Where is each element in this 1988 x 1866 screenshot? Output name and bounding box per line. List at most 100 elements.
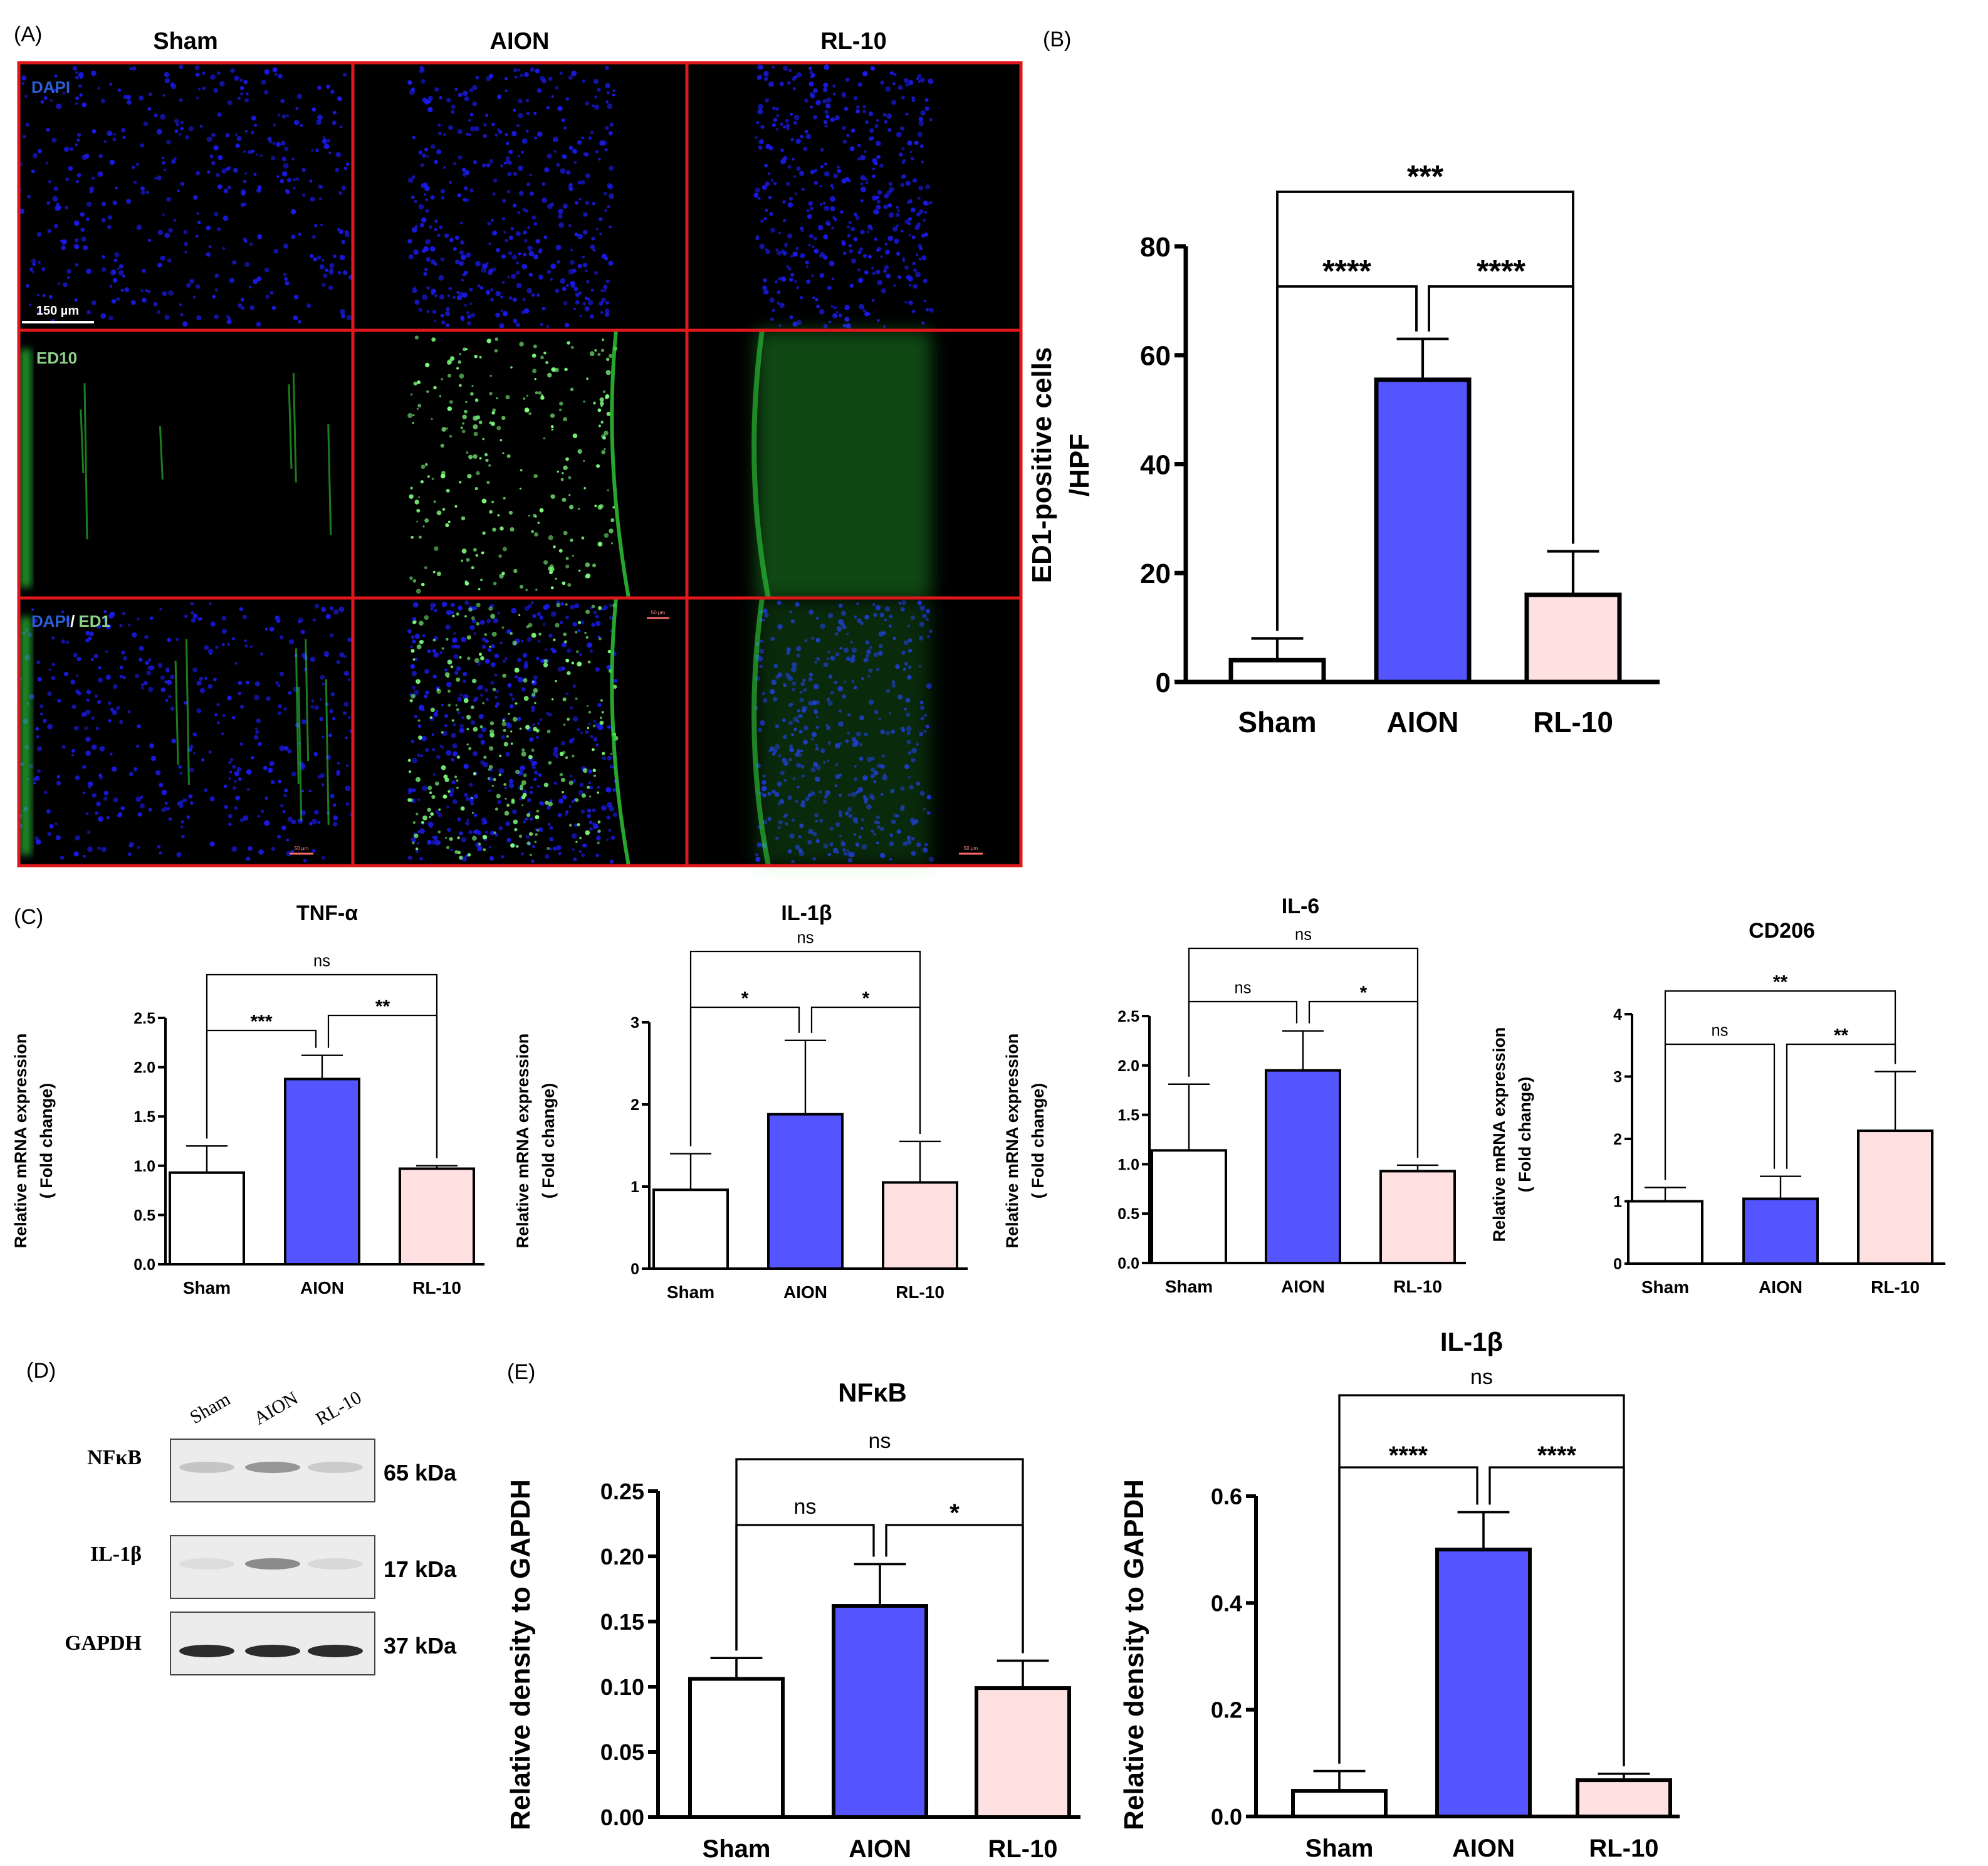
ed1-cell [511, 800, 515, 804]
ed1-cell [600, 349, 605, 352]
panel-label-d: (D) [26, 1359, 56, 1383]
nucleus [449, 238, 454, 243]
nucleus [197, 617, 201, 621]
nucleus [862, 254, 867, 258]
ed1-cell [424, 518, 429, 523]
nucleus [459, 693, 463, 697]
nucleus [557, 208, 563, 214]
ed1-cell [567, 583, 572, 587]
nucleus [493, 617, 499, 624]
nucleus [182, 798, 187, 803]
nucleus [845, 177, 850, 182]
nucleus [180, 182, 184, 186]
nucleus [298, 320, 301, 323]
ed1-cell [411, 535, 414, 539]
ed1-cell [416, 679, 421, 684]
ed1-cell [575, 697, 578, 700]
nucleus [436, 710, 439, 713]
ed1-cell [585, 562, 590, 567]
nucleus [790, 112, 793, 116]
nucleus [281, 156, 286, 162]
ed1-cell [520, 787, 523, 790]
nucleus [419, 223, 424, 228]
ed1-cell [485, 458, 489, 463]
nucleus [221, 168, 227, 174]
ed1-cell [516, 845, 519, 848]
ed1-cell [483, 848, 486, 852]
nucleus [536, 785, 540, 788]
nucleus [89, 631, 94, 636]
ed1-cell [502, 719, 505, 722]
nucleus [889, 71, 894, 75]
nucleus [759, 243, 765, 249]
nucleus [813, 115, 818, 120]
nucleus [109, 285, 113, 288]
nucleus [810, 105, 813, 109]
nucleus [481, 727, 487, 733]
ed1-cell [587, 785, 590, 789]
nucleus [221, 628, 228, 634]
nucleus [119, 720, 123, 725]
ed1-cell [488, 765, 493, 769]
nucleus [180, 127, 184, 131]
nucleus [494, 653, 500, 659]
nucleus [139, 646, 144, 651]
ed1-cell [533, 344, 537, 349]
ed1-cell [530, 854, 532, 856]
nucleus [590, 244, 595, 249]
ed1-cell [429, 791, 432, 794]
nucleus [196, 234, 199, 238]
nucleus [413, 286, 417, 290]
nucleus [522, 789, 527, 794]
nucleus [416, 842, 419, 845]
nucleus [595, 228, 599, 231]
nucleus [755, 236, 760, 241]
nucleus [164, 71, 170, 78]
nucleus [473, 813, 478, 817]
ed1-cell [585, 830, 590, 836]
nucleus [337, 271, 342, 275]
significance-label: *** [250, 1012, 272, 1032]
significance-bracket [1664, 990, 1896, 1180]
nucleus [521, 264, 528, 270]
y-tick-label: 40 [1140, 449, 1171, 480]
nucleus [516, 716, 521, 721]
nucleus [474, 795, 478, 798]
nucleus [319, 716, 323, 721]
nucleus [465, 821, 469, 826]
nucleus [422, 294, 427, 300]
nucleus [57, 699, 61, 703]
nucleus [500, 295, 503, 299]
nucleus [276, 175, 280, 178]
ed1-cell [597, 408, 602, 412]
nucleus [486, 262, 489, 265]
blot-membrane [170, 1612, 375, 1675]
ed1-cell [470, 705, 474, 710]
nucleus [270, 780, 275, 785]
nucleus [419, 828, 425, 834]
nucleus [789, 278, 793, 282]
nucleus [765, 249, 771, 254]
ed1-cell [514, 668, 520, 673]
nucleus [809, 70, 814, 75]
nucleus [590, 735, 594, 738]
nucleus [551, 95, 554, 98]
nucleus [494, 705, 498, 708]
bar-sham [688, 1677, 785, 1820]
nucleus [425, 748, 429, 752]
nucleus [407, 177, 414, 183]
nucleus [113, 797, 118, 803]
nucleus [124, 287, 130, 293]
nucleus [609, 616, 613, 620]
nucleus [193, 195, 198, 200]
y-axis-label: Relative density to GAPDH [505, 1479, 536, 1830]
nucleus [920, 110, 926, 116]
nucleus [174, 129, 179, 134]
ed1-cell [568, 780, 573, 785]
nucleus [264, 820, 270, 826]
nucleus [34, 836, 39, 841]
ed1-cell [593, 401, 596, 405]
nucleus [513, 108, 516, 112]
merge-dapi: DAPI [31, 612, 70, 631]
nucleus [217, 155, 223, 160]
